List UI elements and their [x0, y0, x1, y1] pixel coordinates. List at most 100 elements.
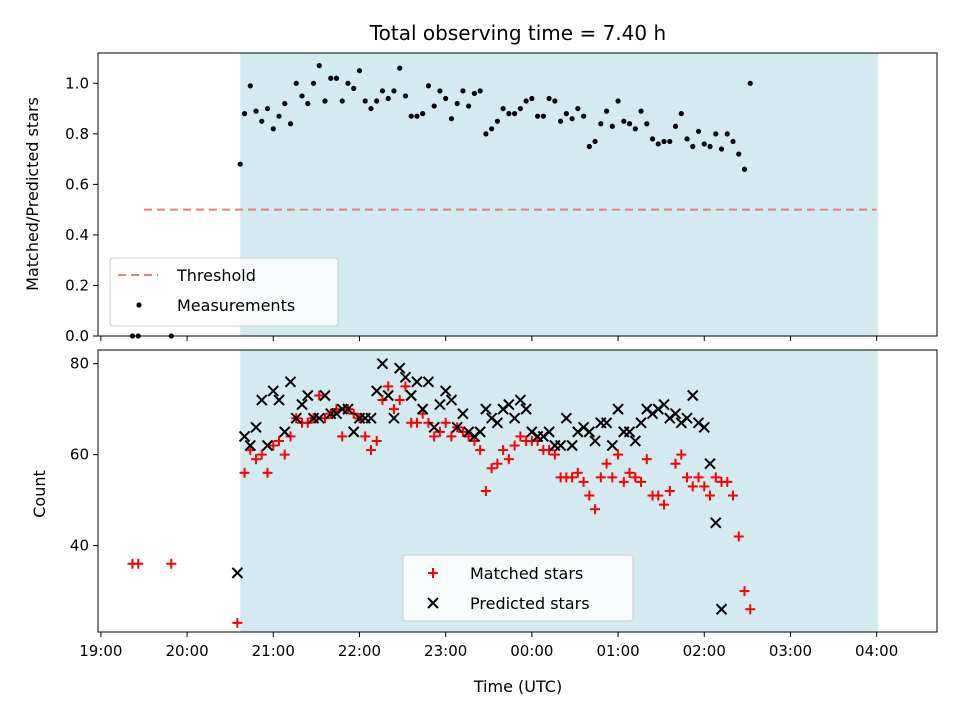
- matched-star-point: [394, 395, 405, 406]
- measurement-point: [603, 108, 610, 114]
- predicted-star-point: [302, 389, 314, 402]
- measurement-point: [540, 113, 546, 119]
- matched-star-point: [480, 486, 491, 496]
- matched-star-point: [699, 481, 710, 492]
- predicted-star-point: [439, 385, 452, 397]
- measurement-point: [557, 118, 564, 124]
- measurement-point: [241, 111, 248, 117]
- matched-star-point: [411, 417, 422, 428]
- matched-star-point: [377, 395, 388, 406]
- y-tick-label: 0.2: [65, 276, 89, 294]
- matched-star-point: [319, 413, 330, 424]
- matched-star-point: [232, 617, 243, 628]
- predicted-star-point: [290, 412, 302, 424]
- predicted-star-point: [393, 362, 406, 374]
- measurement-point: [328, 75, 334, 81]
- matched-star-point: [630, 472, 641, 483]
- predicted-star-point: [296, 398, 308, 411]
- legend-predicted-label: Predicted stars: [470, 594, 590, 613]
- predicted-star-point: [376, 357, 389, 370]
- measurement-point: [632, 126, 638, 132]
- predicted-star-point: [589, 435, 601, 447]
- matched-star-point: [664, 486, 675, 496]
- measurement-point: [379, 88, 386, 94]
- measurement-point: [649, 136, 656, 142]
- measurement-point: [672, 123, 679, 129]
- measurement-point: [575, 105, 581, 112]
- measurement-point: [454, 100, 460, 107]
- matched-star-point: [509, 440, 520, 451]
- measurement-point: [500, 105, 506, 112]
- predicted-star-point: [428, 421, 440, 434]
- matched-star-point: [659, 499, 670, 510]
- matched-star-point: [567, 472, 578, 483]
- measurement-point: [690, 143, 696, 150]
- measurement-point: [580, 113, 587, 119]
- measurement-point: [494, 118, 500, 124]
- measurement-point: [339, 98, 345, 104]
- measurement-point: [443, 95, 449, 102]
- predicted-star-point: [422, 376, 435, 388]
- matched-star-point: [572, 467, 583, 478]
- measurement-point: [661, 138, 667, 145]
- bottom-y-axis-label: Count: [30, 470, 49, 518]
- predicted-star-point: [503, 398, 515, 411]
- measurement-point: [425, 83, 432, 89]
- top-legend: Threshold Measurements: [109, 257, 339, 327]
- predicted-star-point: [687, 389, 699, 402]
- predicted-star-point: [514, 394, 527, 406]
- measurement-point: [460, 88, 466, 94]
- measurement-point: [569, 116, 575, 122]
- predicted-star-point: [560, 412, 573, 424]
- matched-star-point: [446, 431, 457, 442]
- measurement-point: [322, 98, 328, 104]
- measurement-point: [563, 111, 569, 117]
- matched-star-point: [601, 458, 612, 469]
- measurement-point: [592, 138, 598, 145]
- measurement-point: [408, 113, 414, 119]
- matched-star-point: [274, 435, 285, 446]
- predicted-star-point: [600, 417, 613, 429]
- measurement-point: [552, 98, 558, 104]
- matched-star-point: [371, 435, 382, 446]
- predicted-star-point: [405, 389, 417, 402]
- predicted-star-point: [382, 389, 394, 402]
- matched-star-point: [641, 454, 652, 465]
- measurement-point: [736, 151, 742, 157]
- matched-star-point: [733, 531, 744, 542]
- matched-star-point: [314, 390, 325, 401]
- matched-star-point: [515, 431, 526, 442]
- predicted-star-point: [658, 398, 670, 411]
- measurement-point: [471, 90, 478, 97]
- y-tick-label: 0.8: [65, 125, 89, 143]
- matched-star-point: [722, 476, 733, 487]
- legend-threshold-label: Threshold: [176, 266, 256, 285]
- matched-star-point: [498, 445, 509, 456]
- measurement-point: [512, 111, 518, 117]
- matched-star-point: [636, 476, 647, 487]
- measurement-point: [270, 126, 276, 132]
- measurement-point: [609, 123, 615, 129]
- measurement-point: [253, 108, 259, 114]
- measurement-point: [489, 126, 495, 132]
- matched-star-point: [262, 467, 273, 478]
- measurement-point: [626, 121, 633, 127]
- measurement-point: [385, 95, 391, 102]
- measurement-point: [305, 100, 311, 107]
- x-tick-label: 00:00: [510, 642, 553, 660]
- predicted-star-point: [715, 603, 728, 615]
- measurement-point: [402, 93, 409, 99]
- predicted-star-point: [491, 417, 504, 429]
- matched-star-point: [239, 467, 250, 478]
- y-tick-label: 0.4: [65, 226, 89, 244]
- predicted-star-point: [704, 458, 716, 470]
- matched-star-point: [360, 431, 371, 442]
- measurement-point: [362, 98, 368, 104]
- predicted-star-point: [623, 426, 636, 438]
- measurement-point: [546, 95, 552, 102]
- measurement-point: [299, 93, 305, 99]
- legend-measurements-swatch: [136, 302, 142, 308]
- y-tick-label: 60: [70, 446, 89, 464]
- matched-star-point: [503, 454, 514, 465]
